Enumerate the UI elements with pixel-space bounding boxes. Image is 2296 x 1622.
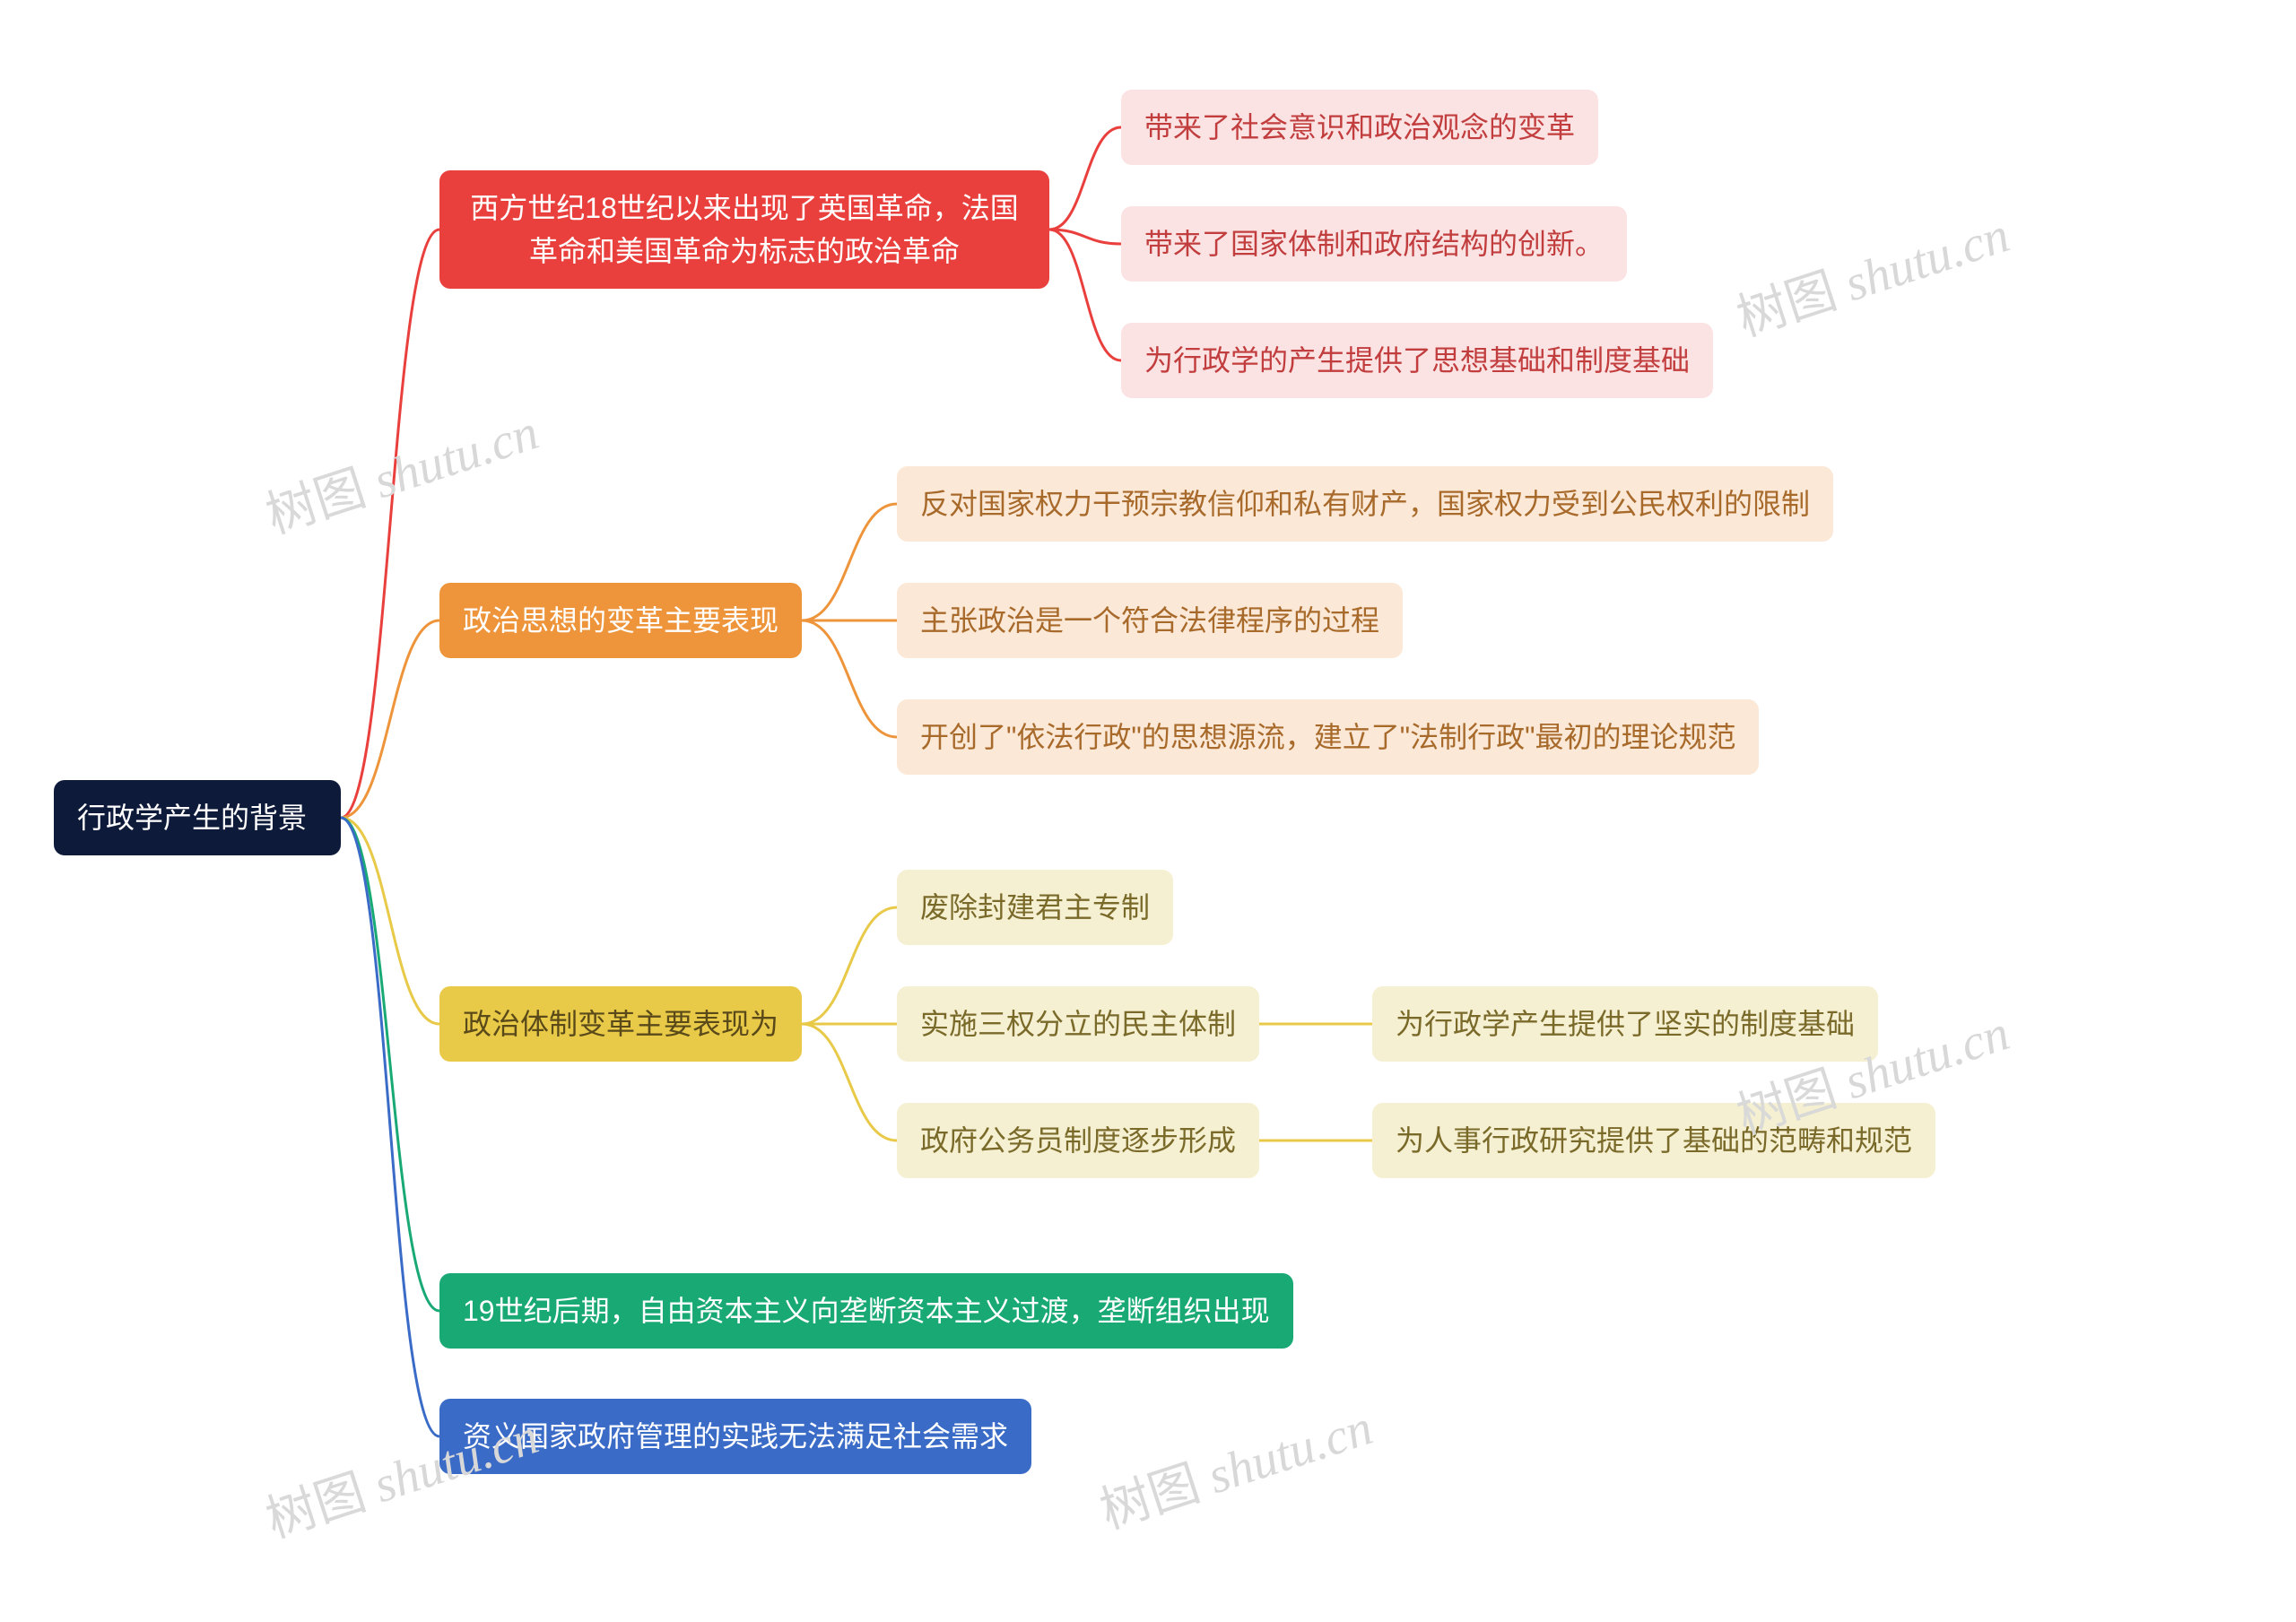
connector [341, 818, 439, 1311]
connector [802, 620, 897, 737]
connector [802, 1024, 897, 1141]
leaf-node-b2c2: 主张政治是一个符合法律程序的过程 [897, 583, 1403, 658]
watermark-text-cn: 树图 [1093, 1454, 1206, 1540]
branch-node-b1: 西方世纪18世纪以来出现了英国革命，法国 革命和美国革命为标志的政治革命 [439, 170, 1049, 289]
mindmap-canvas: 行政学产生的背景 西方世纪18世纪以来出现了英国革命，法国 革命和美国革命为标志的… [0, 0, 2296, 1622]
branch-node-b2: 政治思想的变革主要表现 [439, 583, 802, 658]
leaf-node-b1c2-label: 带来了国家体制和政府结构的创新。 [1144, 228, 1604, 260]
branch-node-b5-label: 资义国家政府管理的实践无法满足社会需求 [463, 1420, 1008, 1453]
watermark-text-cn: 树图 [259, 459, 372, 544]
connector [802, 504, 897, 620]
leaf-node-b2c1-label: 反对国家权力干预宗教信仰和私有财产，国家权力受到公民权利的限制 [920, 488, 1810, 520]
leaf-node-b2c2-label: 主张政治是一个符合法律程序的过程 [920, 604, 1379, 637]
leaf-node-b2c3-label: 开创了"依法行政"的思想源流，建立了"法制行政"最初的理论规范 [920, 721, 1735, 753]
watermark-text-en: shutu.cn [1189, 1400, 1378, 1508]
leaf-node-b1c3-label: 为行政学的产生提供了思想基础和制度基础 [1144, 344, 1690, 377]
leaf-node-b3c3a: 为人事行政研究提供了基础的范畴和规范 [1372, 1103, 1935, 1178]
branch-node-b3: 政治体制变革主要表现为 [439, 986, 802, 1062]
watermark: 树图 shutu.cn [256, 392, 546, 548]
connector [802, 907, 897, 1024]
leaf-node-b2c1: 反对国家权力干预宗教信仰和私有财产，国家权力受到公民权利的限制 [897, 466, 1833, 542]
leaf-node-b1c3: 为行政学的产生提供了思想基础和制度基础 [1121, 323, 1713, 398]
watermark: 树图 shutu.cn [1726, 195, 2017, 351]
leaf-node-b3c3-label: 政府公务员制度逐步形成 [920, 1124, 1236, 1157]
branch-node-b1-label: 西方世纪18世纪以来出现了英国革命，法国 革命和美国革命为标志的政治革命 [470, 192, 1019, 267]
connector [1049, 127, 1121, 230]
watermark-text-en: shutu.cn [1826, 207, 2015, 316]
leaf-node-b3c3: 政府公务员制度逐步形成 [897, 1103, 1259, 1178]
leaf-node-b3c3a-label: 为人事行政研究提供了基础的范畴和规范 [1396, 1124, 1912, 1157]
leaf-node-b3c1: 废除封建君主专制 [897, 870, 1173, 945]
watermark: 树图 shutu.cn [1090, 1387, 1380, 1543]
connector [341, 230, 439, 818]
leaf-node-b1c2: 带来了国家体制和政府结构的创新。 [1121, 206, 1627, 282]
leaf-node-b1c1-label: 带来了社会意识和政治观念的变革 [1144, 111, 1575, 143]
watermark-text-en: shutu.cn [355, 404, 544, 513]
leaf-node-b3c1-label: 废除封建君主专制 [920, 891, 1150, 924]
branch-node-b5: 资义国家政府管理的实践无法满足社会需求 [439, 1399, 1031, 1474]
branch-node-b4: 19世纪后期，自由资本主义向垄断资本主义过渡，垄断组织出现 [439, 1273, 1293, 1349]
root-node-label: 行政学产生的背景 [77, 802, 307, 834]
leaf-node-b3c2a: 为行政学产生提供了坚实的制度基础 [1372, 986, 1878, 1062]
leaf-node-b3c2: 实施三权分立的民主体制 [897, 986, 1259, 1062]
connector [341, 818, 439, 1024]
leaf-node-b2c3: 开创了"依法行政"的思想源流，建立了"法制行政"最初的理论规范 [897, 699, 1759, 775]
leaf-node-b3c2a-label: 为行政学产生提供了坚实的制度基础 [1396, 1008, 1855, 1040]
watermark-text-cn: 树图 [1730, 262, 1843, 347]
leaf-node-b3c2-label: 实施三权分立的民主体制 [920, 1008, 1236, 1040]
connector [1049, 230, 1121, 244]
branch-node-b4-label: 19世纪后期，自由资本主义向垄断资本主义过渡，垄断组织出现 [463, 1295, 1270, 1327]
connector [1049, 230, 1121, 360]
root-node: 行政学产生的背景 [54, 780, 341, 855]
connector [341, 620, 439, 818]
branch-node-b3-label: 政治体制变革主要表现为 [463, 1008, 778, 1040]
leaf-node-b1c1: 带来了社会意识和政治观念的变革 [1121, 90, 1598, 165]
branch-node-b2-label: 政治思想的变革主要表现 [463, 604, 778, 637]
watermark-text-cn: 树图 [259, 1463, 372, 1548]
connector [341, 818, 439, 1436]
